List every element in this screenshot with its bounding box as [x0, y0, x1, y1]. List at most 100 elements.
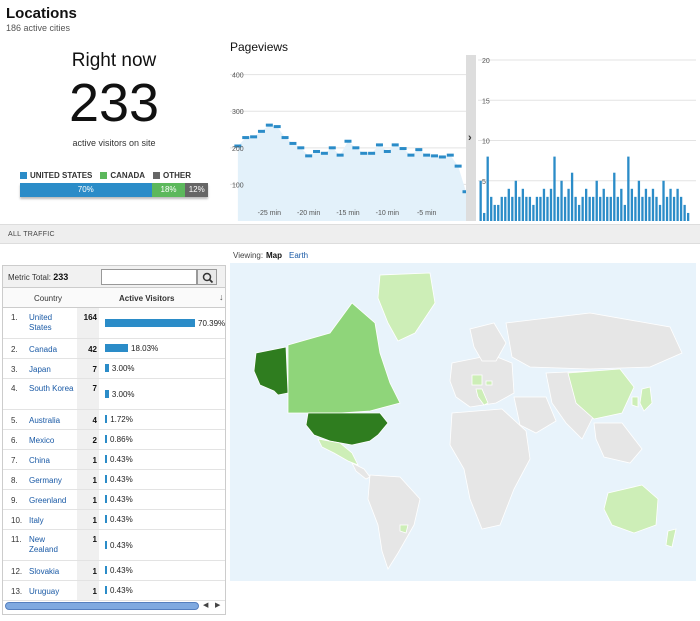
- x-tick-label: -10 min: [376, 210, 399, 217]
- pageviews-bar: [549, 188, 553, 221]
- pageviews-bar: [630, 188, 634, 221]
- country-link[interactable]: Japan: [29, 365, 51, 374]
- active-visitor-caption: active visitors on site: [72, 138, 156, 148]
- column-header-country[interactable]: Country: [34, 294, 63, 303]
- row-index: 7.: [11, 456, 18, 465]
- pageviews-bar: [620, 188, 623, 221]
- pageviews-bar: [672, 196, 676, 221]
- pageviews-bar: [483, 212, 486, 221]
- table-horizontal-scrollbar[interactable]: ◀ ▶: [2, 600, 226, 612]
- pageviews-bar: [683, 204, 686, 221]
- visitor-count: 1: [77, 561, 99, 580]
- country-link[interactable]: Greenland: [29, 496, 67, 505]
- pageviews-bar: [585, 188, 588, 221]
- row-index: 2.: [11, 345, 18, 354]
- pageviews-bar: [521, 188, 525, 221]
- visitor-percent: 0.43%: [110, 586, 133, 595]
- search-button[interactable]: [197, 269, 217, 285]
- table-row[interactable]: 6. Mexico 2 0.86%: [3, 430, 225, 450]
- metric-row: Metric Total: 233: [3, 266, 225, 288]
- pageviews-bar: [525, 196, 528, 221]
- pageviews-bar: [479, 180, 482, 221]
- table-row[interactable]: 4. South Korea 7 3.00%: [3, 379, 225, 410]
- visitor-share-bar: [105, 435, 107, 443]
- pageviews-bar: [669, 188, 672, 221]
- chart-divider: [466, 55, 476, 221]
- visitor-share-bar: [105, 566, 107, 574]
- y-tick-label: 200: [232, 146, 244, 153]
- pageviews-bar: [493, 204, 496, 221]
- tab-map[interactable]: Map: [266, 251, 282, 260]
- expand-chevron-icon[interactable]: ›: [468, 132, 472, 144]
- table-row[interactable]: 10. Italy 1 0.43%: [3, 510, 225, 530]
- legend-item-other: OTHER: [153, 170, 191, 180]
- map-country-australia: [603, 484, 659, 534]
- pageviews-bar: [514, 180, 517, 221]
- pageviews-bar: [592, 196, 595, 221]
- map-country-russia: [505, 312, 683, 370]
- pageviews-bar: [528, 196, 532, 221]
- sort-arrow-icon[interactable]: ↓: [219, 292, 224, 302]
- table-row[interactable]: 11. New Zealand 1 0.43%: [3, 530, 225, 561]
- pageviews-area: [237, 125, 466, 221]
- visitor-percent: 18.03%: [131, 344, 159, 353]
- table-row[interactable]: 5. Australia 4 1.72%: [3, 410, 225, 430]
- table-row[interactable]: 8. Germany 1 0.43%: [3, 470, 225, 490]
- visitor-percent: 0.43%: [110, 475, 133, 484]
- table-row[interactable]: 9. Greenland 1 0.43%: [3, 490, 225, 510]
- country-link[interactable]: Australia: [29, 416, 61, 425]
- country-link[interactable]: New Zealand: [29, 535, 58, 554]
- table-row[interactable]: 3. Japan 7 3.00%: [3, 359, 225, 379]
- pageviews-bar: [662, 180, 665, 221]
- pageviews-label: Pageviews: [230, 40, 289, 54]
- legend-item-canada: CANADA: [100, 170, 145, 180]
- pageviews-bar: [560, 180, 563, 221]
- pageviews-bar: [504, 196, 507, 221]
- viewing-label: Viewing:: [233, 251, 264, 260]
- table-row[interactable]: 2. Canada 42 18.03%: [3, 339, 225, 359]
- pageviews-bar: [658, 204, 662, 221]
- country-link[interactable]: Mexico: [29, 436, 55, 445]
- table-row[interactable]: 1. United States 164 70.39%: [3, 308, 225, 339]
- search-input[interactable]: [101, 269, 197, 285]
- pageviews-bar: [511, 196, 514, 221]
- country-link[interactable]: South Korea: [29, 384, 74, 393]
- country-link[interactable]: Uruguay: [29, 587, 60, 596]
- row-index: 1.: [11, 313, 18, 322]
- country-link[interactable]: Italy: [29, 516, 44, 525]
- row-index: 12.: [11, 567, 23, 576]
- pageviews-bar: [641, 196, 644, 221]
- visitor-percent: 0.43%: [110, 455, 133, 464]
- table-row[interactable]: 12. Slovakia 1 0.43%: [3, 561, 225, 581]
- tab-earth[interactable]: Earth: [289, 251, 309, 260]
- visitor-share-bar: [105, 475, 107, 483]
- visitor-percent: 3.00%: [111, 390, 135, 399]
- world-map[interactable]: [230, 263, 696, 581]
- country-link[interactable]: Slovakia: [29, 567, 60, 576]
- all-traffic-label: ALL TRAFFIC: [8, 231, 55, 238]
- scroll-right-icon[interactable]: ▶: [215, 602, 221, 609]
- visitor-share-bar: [105, 455, 107, 463]
- country-link[interactable]: China: [29, 456, 50, 465]
- visitor-percent: 0.43%: [110, 566, 133, 575]
- pageviews-bar: [553, 156, 556, 221]
- table-row[interactable]: 7. China 1 0.43%: [3, 450, 225, 470]
- visitor-count: 1: [77, 450, 99, 469]
- scrollbar-thumb[interactable]: [5, 602, 199, 610]
- pageviews-bar: [539, 196, 542, 221]
- legend-swatch: [100, 171, 108, 179]
- pageviews-bar: [588, 196, 591, 221]
- scroll-left-icon[interactable]: ◀: [203, 602, 209, 609]
- table-row[interactable]: 13. Uruguay 1 0.43%: [3, 581, 225, 601]
- country-link[interactable]: Canada: [29, 345, 58, 354]
- row-index: 3.: [11, 365, 18, 374]
- share-segment-us: 70%: [20, 183, 152, 197]
- visitor-share-bar: [105, 495, 107, 503]
- table-body: 1. United States 164 70.39% 2. Canada 42 18.03%…: [3, 308, 225, 601]
- all-traffic-bar[interactable]: ALL TRAFFIC: [0, 224, 700, 244]
- map-country-uruguay: [399, 524, 409, 534]
- page-subtitle: 186 active cities: [6, 23, 71, 33]
- column-header-active-visitors[interactable]: Active Visitors: [119, 294, 175, 303]
- country-link[interactable]: United States: [29, 313, 53, 332]
- country-link[interactable]: Germany: [29, 476, 62, 485]
